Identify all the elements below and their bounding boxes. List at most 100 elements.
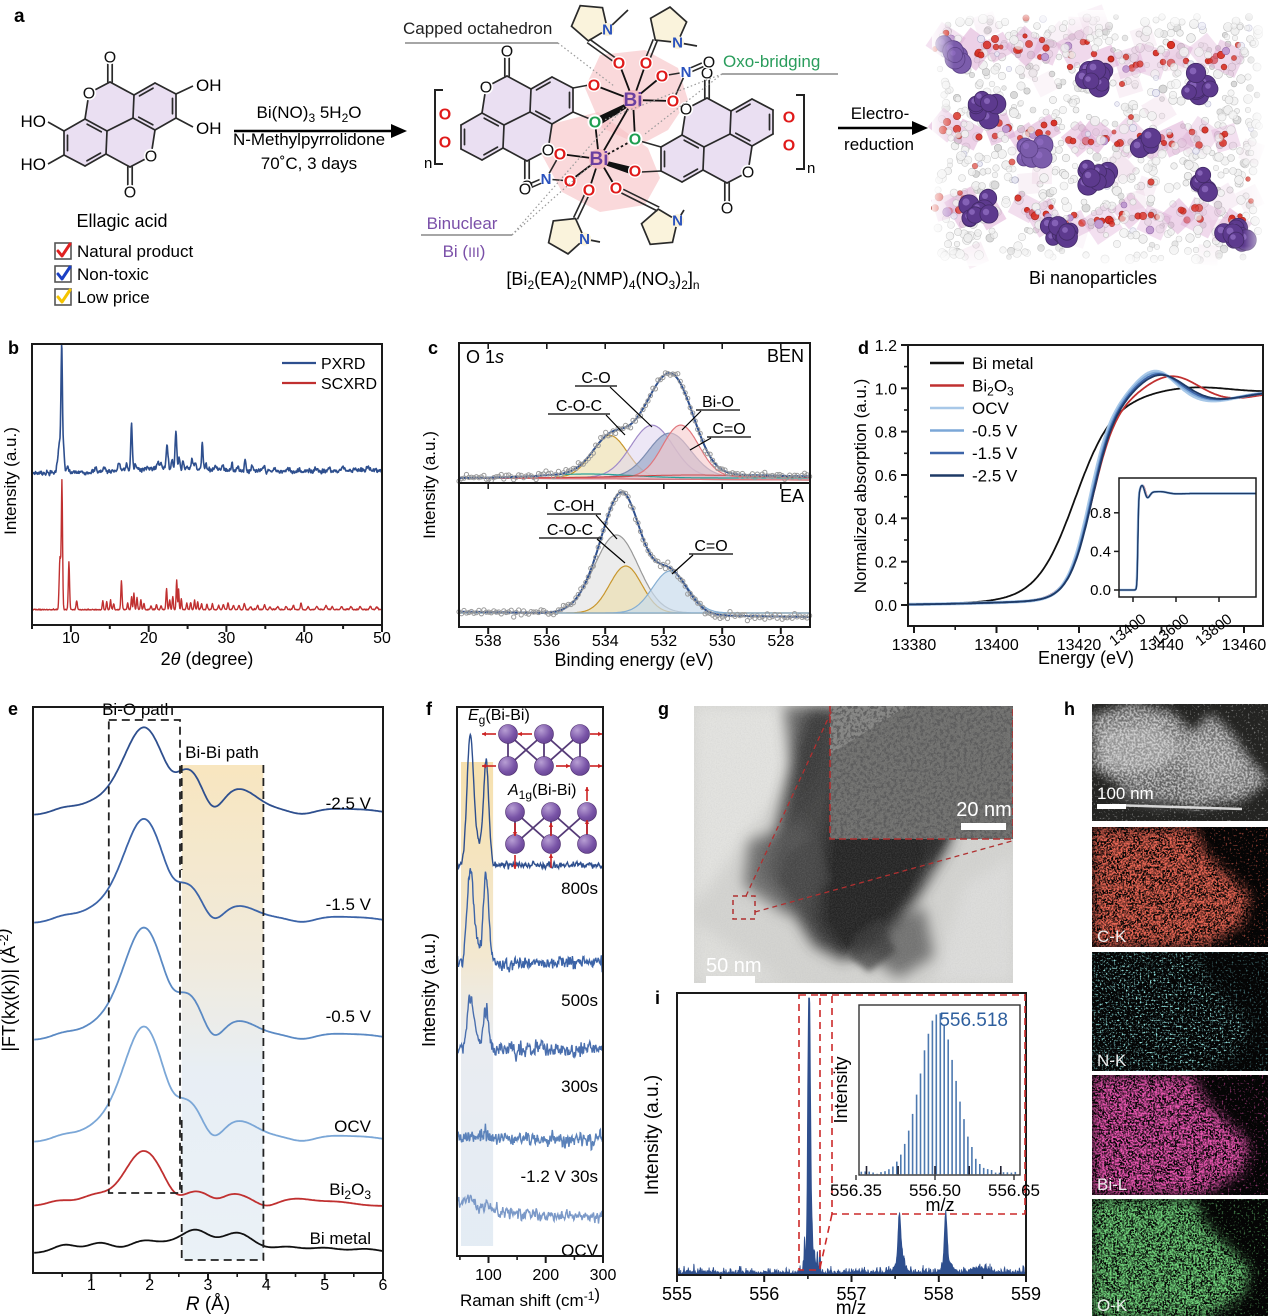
svg-text:O: O: [640, 56, 652, 73]
svg-text:0.8: 0.8: [1090, 505, 1111, 522]
svg-text:6: 6: [379, 1277, 388, 1294]
svg-text:SCXRD: SCXRD: [321, 376, 377, 393]
svg-text:0.4: 0.4: [875, 511, 897, 528]
svg-text:3: 3: [204, 1277, 213, 1294]
svg-text:HO: HO: [21, 112, 47, 131]
svg-text:Non-toxic: Non-toxic: [77, 265, 149, 284]
svg-text:13400: 13400: [974, 637, 1019, 654]
svg-text:Bi-O: Bi-O: [702, 394, 734, 411]
svg-text:EA: EA: [780, 486, 804, 506]
svg-text:Bi-Bi path: Bi-Bi path: [185, 743, 259, 762]
svg-text:Bi metal: Bi metal: [310, 1229, 371, 1248]
svg-text:556.35: 556.35: [830, 1181, 882, 1200]
svg-text:13380: 13380: [892, 637, 937, 654]
svg-text:Bi-L: Bi-L: [1097, 1175, 1127, 1194]
svg-text:Bi-O path: Bi-O path: [102, 700, 174, 719]
svg-text:50: 50: [373, 630, 391, 647]
svg-text:20 nm: 20 nm: [956, 799, 1012, 821]
svg-text:Bi2O3: Bi2O3: [329, 1180, 371, 1202]
svg-text:528: 528: [767, 633, 794, 650]
svg-text:70˚C, 3 days: 70˚C, 3 days: [261, 154, 357, 173]
svg-text:OH: OH: [196, 76, 222, 95]
svg-text:O: O: [613, 56, 625, 73]
svg-text:O 1s: O 1s: [466, 347, 504, 367]
svg-text:Bi: Bi: [624, 90, 643, 111]
svg-text:O: O: [554, 147, 566, 164]
svg-text:O: O: [439, 107, 451, 124]
svg-text:0.0: 0.0: [875, 598, 897, 615]
svg-text:556.50: 556.50: [909, 1181, 961, 1200]
svg-text:536: 536: [533, 633, 560, 650]
svg-text:Bi metal: Bi metal: [972, 354, 1033, 373]
svg-text:556.518: 556.518: [939, 1010, 1008, 1031]
svg-text:50 nm: 50 nm: [706, 955, 762, 977]
svg-text:O: O: [667, 94, 679, 111]
svg-text:557: 557: [836, 1284, 866, 1304]
svg-text:100: 100: [475, 1267, 502, 1284]
svg-text:-2.5 V: -2.5 V: [326, 794, 372, 813]
svg-text:Intensity: Intensity: [831, 1056, 851, 1123]
svg-text:m/z: m/z: [926, 1195, 955, 1215]
svg-text:HO: HO: [21, 155, 47, 174]
svg-text:-1.2 V 30s: -1.2 V 30s: [521, 1167, 599, 1186]
svg-text:0.6: 0.6: [875, 468, 897, 485]
svg-text:800s: 800s: [561, 879, 598, 898]
svg-text:n: n: [807, 160, 815, 177]
svg-text:300s: 300s: [561, 1077, 598, 1096]
svg-text:-1.5 V: -1.5 V: [972, 444, 1018, 463]
svg-text:O: O: [783, 110, 795, 127]
svg-text:OCV: OCV: [972, 399, 1010, 418]
svg-text:R (Å): R (Å): [186, 1294, 230, 1315]
svg-text:500s: 500s: [561, 991, 598, 1010]
svg-text:Capped octahedron: Capped octahedron: [403, 19, 552, 38]
svg-text:O: O: [629, 132, 641, 149]
svg-text:Bi2O3: Bi2O3: [972, 377, 1014, 399]
svg-text:532: 532: [650, 633, 677, 650]
svg-text:|FT(kχ(k))| (Å-2): |FT(kχ(k))| (Å-2): [0, 928, 19, 1051]
svg-text:m/z: m/z: [836, 1298, 867, 1316]
svg-text:OCV: OCV: [334, 1117, 372, 1136]
svg-text:Binuclear: Binuclear: [427, 214, 498, 233]
svg-text:534: 534: [592, 633, 619, 650]
svg-text:C-O-C: C-O-C: [547, 522, 593, 539]
svg-text:Intensity (a.u.): Intensity (a.u.): [420, 431, 439, 539]
svg-text:O: O: [629, 164, 641, 181]
svg-text:Binding energy (eV): Binding energy (eV): [554, 650, 713, 670]
svg-text:reduction: reduction: [844, 135, 914, 154]
svg-text:40: 40: [295, 630, 313, 647]
svg-text:Oxo-bridging: Oxo-bridging: [723, 52, 820, 71]
svg-text:N: N: [672, 35, 683, 52]
svg-text:O: O: [610, 181, 622, 198]
svg-text:559: 559: [1011, 1284, 1041, 1304]
svg-text:N: N: [681, 64, 692, 81]
svg-text:N: N: [541, 171, 552, 188]
svg-text:-0.5 V: -0.5 V: [972, 422, 1018, 441]
svg-text:Ellagic acid: Ellagic acid: [76, 211, 167, 231]
svg-text:O: O: [564, 174, 576, 191]
svg-text:PXRD: PXRD: [321, 356, 365, 373]
svg-text:0.8: 0.8: [875, 425, 897, 442]
svg-text:O: O: [439, 135, 451, 152]
svg-text:530: 530: [709, 633, 736, 650]
svg-text:0.2: 0.2: [875, 555, 897, 572]
svg-text:C-OH: C-OH: [554, 498, 595, 515]
svg-text:5: 5: [320, 1277, 329, 1294]
svg-text:200: 200: [532, 1267, 559, 1284]
svg-text:Bi (III): Bi (III): [443, 242, 486, 261]
svg-text:Natural product: Natural product: [77, 242, 194, 261]
svg-text:C-O-C: C-O-C: [556, 398, 602, 415]
svg-text:a: a: [14, 6, 25, 27]
svg-text:C=O: C=O: [694, 538, 727, 555]
svg-text:555: 555: [662, 1284, 692, 1304]
svg-text:0.4: 0.4: [1090, 543, 1111, 560]
svg-text:1.0: 1.0: [875, 381, 897, 398]
svg-text:C-O: C-O: [581, 370, 610, 387]
svg-text:O: O: [656, 69, 668, 86]
svg-text:556: 556: [749, 1284, 779, 1304]
svg-text:[Bi2(EA)2(NMP)4(NO3)2]n: [Bi2(EA)2(NMP)4(NO3)2]n: [506, 269, 699, 292]
svg-text:2θ (degree): 2θ (degree): [161, 649, 254, 669]
svg-text:-2.5 V: -2.5 V: [972, 467, 1018, 486]
svg-text:BEN: BEN: [767, 346, 804, 366]
svg-text:13420: 13420: [1057, 637, 1102, 654]
svg-text:100 nm: 100 nm: [1097, 784, 1154, 803]
